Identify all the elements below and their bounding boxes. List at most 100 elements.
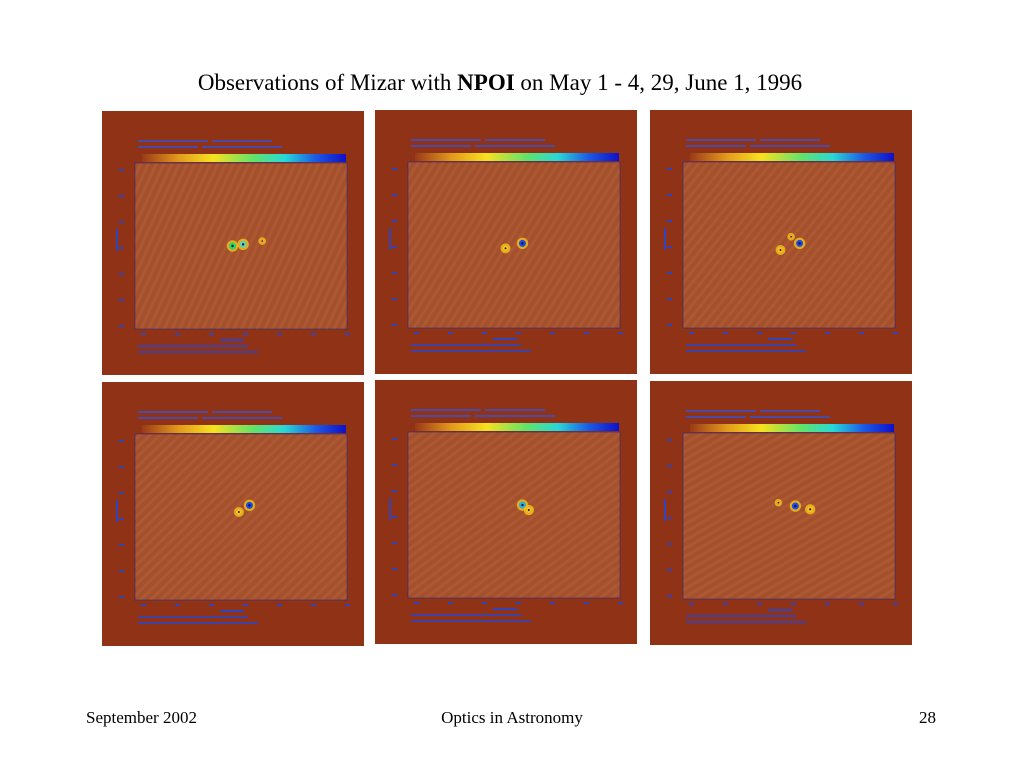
- x-tick-mark: [175, 333, 180, 335]
- y-tick-mark: [667, 569, 672, 571]
- y-tick-mark: [667, 220, 672, 222]
- x-tick-mark: [618, 602, 623, 604]
- x-tick-mark: [414, 602, 419, 604]
- x-tick-mark: [448, 332, 453, 334]
- plot-frame: [407, 431, 621, 599]
- y-tick-mark: [392, 324, 397, 326]
- x-tick-mark: [141, 604, 146, 606]
- observation-panel-5: [375, 380, 637, 644]
- y-axis-label-mark: [664, 228, 666, 250]
- header-line: [411, 139, 481, 141]
- x-tick-mark: [689, 332, 694, 334]
- footer-page-number: 28: [919, 708, 936, 727]
- observation-panel-2: [375, 110, 637, 374]
- info-line: [411, 350, 531, 352]
- y-tick-mark: [119, 440, 124, 442]
- y-tick-mark: [667, 246, 672, 248]
- header-line: [760, 139, 820, 141]
- star-core: [521, 503, 524, 507]
- star-core: [790, 235, 792, 238]
- x-tick-mark: [448, 602, 453, 604]
- info-line: [411, 614, 521, 616]
- header-line: [411, 145, 471, 147]
- header-line: [485, 409, 545, 411]
- x-tick-mark: [482, 602, 487, 604]
- x-tick-mark: [243, 333, 248, 335]
- header-line: [202, 146, 282, 148]
- panel-image: [664, 139, 898, 352]
- y-tick-mark: [119, 299, 124, 301]
- slide-title: Observations of Mizar with NPOI on May 1…: [197, 70, 803, 95]
- y-tick-mark: [392, 464, 397, 466]
- observation-panel-4: [102, 382, 364, 646]
- x-tick-mark: [584, 332, 589, 334]
- x-tick-mark: [209, 333, 214, 335]
- y-axis-label-mark: [664, 499, 666, 521]
- observation-panel-1: [102, 111, 364, 375]
- star-core: [261, 240, 263, 242]
- x-axis-label-mark: [220, 339, 244, 341]
- plot-frame: [682, 161, 896, 329]
- x-tick-mark: [311, 604, 316, 606]
- header-line: [686, 416, 746, 418]
- panel-image: [389, 409, 623, 622]
- star-core: [777, 501, 780, 504]
- colorbar: [142, 154, 346, 162]
- info-line: [138, 351, 258, 353]
- x-tick-mark: [723, 603, 728, 605]
- panel-image: [664, 410, 898, 623]
- panel-image: [116, 411, 350, 624]
- colorbar: [690, 424, 894, 432]
- x-tick-mark: [825, 332, 830, 334]
- x-tick-mark: [311, 333, 316, 335]
- header-line: [475, 145, 555, 147]
- y-tick-mark: [119, 570, 124, 572]
- x-axis-label-mark: [768, 609, 792, 611]
- x-tick-mark: [618, 332, 623, 334]
- header-line: [750, 145, 830, 147]
- x-tick-mark: [550, 602, 555, 604]
- star-core: [231, 244, 234, 248]
- y-tick-mark: [392, 298, 397, 300]
- colorbar: [415, 153, 619, 161]
- x-tick-mark: [893, 603, 898, 605]
- header-line: [760, 410, 820, 412]
- y-tick-mark: [667, 465, 672, 467]
- y-tick-mark: [392, 542, 397, 544]
- info-line: [686, 621, 806, 623]
- colorbar: [690, 153, 894, 161]
- x-axis-label-mark: [220, 610, 244, 612]
- x-tick-mark: [825, 603, 830, 605]
- y-tick-mark: [119, 221, 124, 223]
- x-tick-mark: [243, 604, 248, 606]
- x-tick-mark: [345, 333, 350, 335]
- header-line: [202, 417, 282, 419]
- observation-panel-6: [650, 381, 912, 645]
- y-tick-mark: [119, 544, 124, 546]
- y-tick-mark: [392, 490, 397, 492]
- y-tick-mark: [667, 168, 672, 170]
- star-core: [779, 249, 782, 251]
- star-core: [521, 242, 524, 245]
- y-tick-mark: [119, 596, 124, 598]
- header-line: [138, 417, 198, 419]
- x-tick-mark: [414, 332, 419, 334]
- x-tick-mark: [723, 332, 728, 334]
- y-tick-mark: [667, 517, 672, 519]
- panel-image: [116, 140, 350, 353]
- header-line: [138, 146, 198, 148]
- x-tick-mark: [516, 602, 521, 604]
- x-tick-mark: [209, 604, 214, 606]
- y-tick-mark: [392, 194, 397, 196]
- star-core: [248, 504, 251, 507]
- y-tick-mark: [392, 568, 397, 570]
- star-core: [809, 508, 812, 511]
- plot-frame: [134, 433, 348, 601]
- x-tick-mark: [757, 332, 762, 334]
- y-tick-mark: [392, 168, 397, 170]
- x-tick-mark: [175, 604, 180, 606]
- y-tick-mark: [392, 272, 397, 274]
- y-tick-mark: [392, 220, 397, 222]
- y-tick-mark: [667, 439, 672, 441]
- plot-frame: [682, 432, 896, 600]
